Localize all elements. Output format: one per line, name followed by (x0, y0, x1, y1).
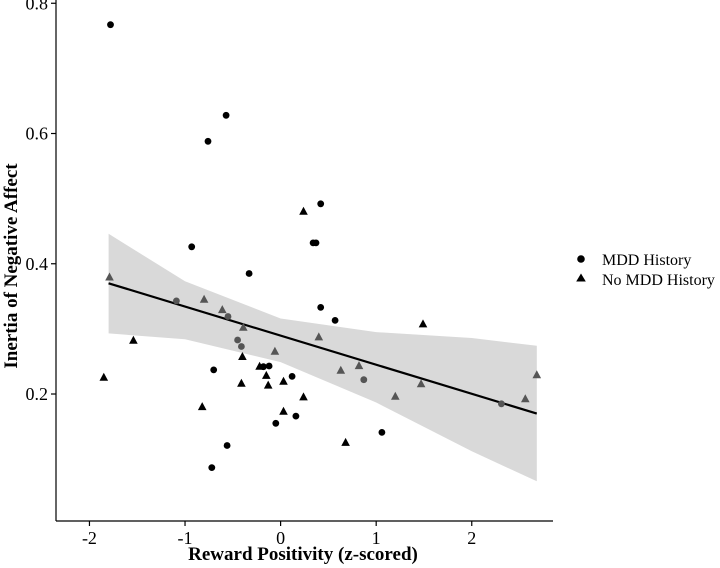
data-point-no-mdd-history (521, 394, 530, 403)
y-tick-label: 0.4 (26, 254, 49, 274)
confidence-band (108, 233, 537, 482)
legend: MDD History No MDD History (576, 252, 715, 289)
regression-line (108, 282, 538, 415)
confidence-band-layer (108, 233, 537, 482)
data-point-no-mdd-history (314, 332, 324, 341)
data-point-no-mdd-history (299, 206, 308, 215)
data-point-no-mdd-history (239, 322, 248, 331)
data-point-mdd-history (331, 317, 339, 324)
data-point-no-mdd-history (279, 406, 288, 415)
data-point-no-mdd-history (270, 346, 280, 355)
data-point-no-mdd-history (279, 376, 288, 385)
data-points-layer (99, 21, 542, 471)
data-point-mdd-history (208, 464, 216, 471)
data-point-mdd-history (317, 304, 325, 311)
legend-marker-mdd-history (577, 255, 585, 263)
data-point-mdd-history (498, 400, 505, 408)
fit-line-layer (108, 282, 538, 415)
y-tick-label: 0.6 (26, 124, 49, 144)
x-tick-label: -2 (82, 528, 97, 548)
x-tick-label: 1 (372, 528, 381, 548)
data-point-mdd-history (188, 243, 196, 251)
data-point-no-mdd-history (105, 272, 114, 281)
data-point-no-mdd-history (416, 379, 426, 388)
data-point-mdd-history (223, 442, 231, 449)
y-tick-label: 0.8 (26, 0, 49, 13)
x-axis-title: Reward Positivity (z-scored) (188, 544, 418, 565)
data-point-mdd-history (378, 429, 386, 436)
data-point-mdd-history (210, 366, 218, 374)
data-point-no-mdd-history (262, 370, 271, 379)
data-point-no-mdd-history (218, 305, 227, 314)
data-point-mdd-history (288, 373, 296, 380)
x-tick-label: 2 (467, 528, 476, 548)
data-point-no-mdd-history (299, 392, 308, 401)
y-tick-label: 0.2 (26, 384, 49, 404)
legend-label-mdd-history: MDD History (602, 252, 691, 269)
data-point-mdd-history (360, 376, 368, 384)
data-point-no-mdd-history (237, 378, 246, 387)
data-point-no-mdd-history (336, 365, 346, 374)
data-point-no-mdd-history (199, 294, 209, 303)
data-point-mdd-history (238, 343, 245, 350)
x-tick-label: 0 (276, 528, 285, 548)
data-point-mdd-history (224, 313, 232, 320)
legend-marker-no-mdd-history (576, 273, 586, 282)
data-point-mdd-history (272, 419, 280, 427)
data-point-no-mdd-history (532, 370, 542, 379)
data-point-mdd-history (312, 239, 320, 247)
data-point-no-mdd-history (354, 361, 364, 370)
data-point-no-mdd-history (341, 437, 350, 446)
data-point-mdd-history (245, 270, 253, 277)
data-point-no-mdd-history (99, 372, 109, 381)
data-point-mdd-history (204, 137, 212, 145)
data-point-mdd-history (317, 200, 325, 208)
axes: 0.2 0.4 0.6 0.8 -2 -1 0 1 2 (26, 0, 553, 548)
data-point-no-mdd-history (263, 380, 273, 389)
legend-label-no-mdd-history: No MDD History (602, 272, 715, 289)
y-axis-title: Inertia of Negative Affect (1, 163, 22, 369)
data-point-mdd-history (292, 412, 300, 420)
data-point-no-mdd-history (255, 361, 264, 370)
data-point-mdd-history (107, 21, 114, 29)
data-point-no-mdd-history (197, 402, 207, 411)
data-point-mdd-history (222, 111, 230, 119)
data-point-no-mdd-history (129, 335, 138, 344)
data-point-no-mdd-history (391, 391, 400, 400)
x-tick-label: -1 (178, 528, 193, 548)
data-point-mdd-history (173, 297, 180, 305)
data-point-mdd-history (265, 362, 273, 370)
data-point-mdd-history (234, 336, 242, 344)
data-point-no-mdd-history (418, 319, 428, 328)
data-point-no-mdd-history (238, 352, 247, 360)
